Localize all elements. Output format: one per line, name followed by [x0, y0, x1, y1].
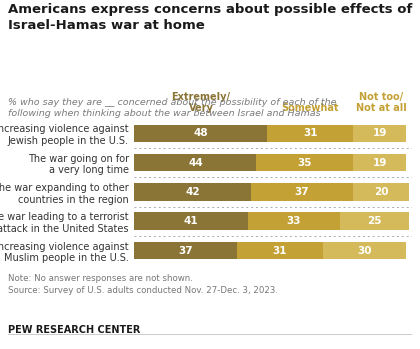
Text: 33: 33 [286, 216, 301, 226]
Text: Extremely/
Very: Extremely/ Very [171, 92, 231, 113]
Text: 44: 44 [188, 158, 203, 168]
Bar [339, 213, 409, 230]
Bar [251, 183, 353, 201]
Text: 20: 20 [374, 187, 388, 197]
Text: 37: 37 [295, 187, 310, 197]
Bar [268, 125, 353, 142]
Bar [323, 242, 406, 259]
Text: Somewhat: Somewhat [282, 103, 339, 113]
Text: 19: 19 [373, 158, 387, 168]
Bar [134, 125, 268, 142]
Text: 30: 30 [357, 246, 372, 255]
Text: 31: 31 [303, 128, 318, 138]
Bar [353, 125, 406, 142]
Bar [237, 242, 323, 259]
Text: 31: 31 [273, 246, 287, 255]
Text: % who say they are __ concerned about the possibility of each of the
following w: % who say they are __ concerned about th… [8, 98, 337, 118]
Text: 19: 19 [373, 128, 387, 138]
Bar [353, 183, 409, 201]
Bar [134, 242, 237, 259]
Text: 42: 42 [185, 187, 200, 197]
Bar [353, 154, 406, 171]
Text: 25: 25 [367, 216, 381, 226]
Text: Not too/
Not at all: Not too/ Not at all [356, 92, 407, 113]
Bar [248, 213, 339, 230]
Text: 37: 37 [178, 246, 193, 255]
Text: PEW RESEARCH CENTER: PEW RESEARCH CENTER [8, 325, 141, 335]
Text: Note: No answer responses are not shown.
Source: Survey of U.S. adults conducted: Note: No answer responses are not shown.… [8, 274, 278, 295]
Text: 41: 41 [184, 216, 199, 226]
Text: 35: 35 [298, 158, 312, 168]
Text: Americans express concerns about possible effects of
Israel-Hamas war at home: Americans express concerns about possibl… [8, 3, 413, 32]
Bar [134, 154, 256, 171]
Bar [134, 183, 251, 201]
Text: 48: 48 [194, 128, 208, 138]
Bar [256, 154, 353, 171]
Bar [134, 213, 248, 230]
